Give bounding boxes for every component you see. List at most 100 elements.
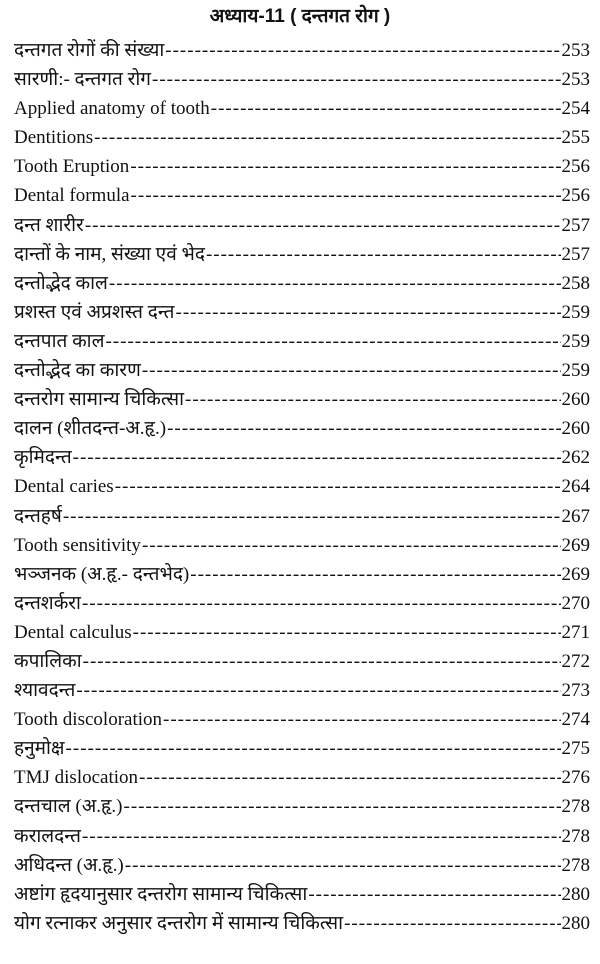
toc-entry: दन्तरोग सामान्य चिकित्सा 260 — [14, 385, 590, 414]
toc-entry-page: 274 — [561, 709, 591, 731]
dot-leader — [109, 269, 561, 298]
toc-entry: श्यावदन्त 273 — [14, 676, 590, 705]
toc-entry-label: Dental formula — [14, 185, 130, 207]
toc-entry: Dental caries 264 — [14, 472, 590, 501]
toc-entry-label: सारणी:- दन्तगत रोग — [14, 69, 151, 91]
toc-entry-page: 278 — [561, 854, 591, 876]
toc-entry-label: Tooth sensitivity — [14, 534, 141, 556]
dot-leader — [131, 181, 561, 210]
dot-leader — [142, 356, 561, 385]
toc-entry-page: 272 — [561, 650, 591, 672]
toc-entry: सारणी:- दन्तगत रोग 253 — [14, 65, 590, 94]
toc-entry-page: 280 — [561, 912, 591, 934]
toc-entry-page: 260 — [561, 418, 591, 440]
dot-leader — [133, 618, 561, 647]
toc-entry-page: 278 — [561, 825, 591, 847]
toc-entry: Applied anatomy of tooth 254 — [14, 94, 590, 123]
toc-entry-page: 254 — [561, 98, 591, 120]
toc-entry: भञ्जनक (अ.हृ.- दन्तभेद) 269 — [14, 560, 590, 589]
toc-entry-page: 264 — [561, 476, 591, 498]
toc-entry: हनुमोक्ष 275 — [14, 734, 590, 763]
toc-entry: दालन (शीतदन्त-अ.हृ.) 260 — [14, 414, 590, 443]
toc-entry-page: 269 — [561, 563, 591, 585]
toc-entry-label: योग रत्नाकर अनुसार दन्तरोग में सामान्य च… — [14, 912, 344, 934]
toc-entry-page: 269 — [561, 534, 591, 556]
dot-leader — [167, 414, 560, 443]
dot-leader — [124, 792, 561, 821]
dot-leader — [190, 560, 560, 589]
toc-entry-label: दन्तशर्करा — [14, 592, 81, 614]
toc-entry-page: 255 — [561, 127, 591, 149]
toc-entry: TMJ dislocation 276 — [14, 763, 590, 792]
dot-leader — [344, 909, 560, 938]
dot-leader — [130, 152, 560, 181]
toc-entry-page: 256 — [561, 185, 591, 207]
dot-leader — [206, 240, 561, 269]
toc-entry-label: दन्तचाल (अ.हृ.) — [14, 796, 123, 818]
toc-entry-page: 260 — [561, 389, 591, 411]
toc-entry-label: दन्तोद्भेद काल — [14, 272, 108, 294]
toc-entry-page: 258 — [561, 272, 591, 294]
toc-entry-label: दन्तोद्भेद का कारण — [14, 360, 141, 382]
toc-entry-page: 267 — [561, 505, 591, 527]
dot-leader — [66, 734, 561, 763]
toc-entry: दान्तों के नाम, संख्या एवं भेद 257 — [14, 240, 590, 269]
toc-entry: Tooth Eruption 256 — [14, 152, 590, 181]
toc-entry-page: 259 — [561, 301, 591, 323]
dot-leader — [76, 676, 560, 705]
toc-entry-page: 278 — [561, 796, 591, 818]
toc-entry-label: Applied anatomy of tooth — [14, 98, 210, 120]
toc-entry-label: Tooth discoloration — [14, 709, 163, 731]
toc-entry-label: दन्तगत रोगों की संख्या — [14, 40, 165, 61]
toc-entry-page: 257 — [561, 214, 591, 236]
dot-leader — [83, 647, 561, 676]
dot-leader — [142, 531, 561, 560]
toc-entry: दन्तहर्ष 267 — [14, 502, 590, 531]
toc-entry-label: Tooth Eruption — [14, 156, 130, 178]
toc-entry-label: Dental caries — [14, 476, 114, 498]
toc-entry: कपालिका 272 — [14, 647, 590, 676]
chapter-title: अध्याय-11 ( दन्तगत रोग ) — [209, 6, 391, 27]
toc-entry: योग रत्नाकर अनुसार दन्तरोग में सामान्य च… — [14, 909, 590, 938]
toc-entry-page: 259 — [561, 330, 591, 352]
toc-entry: Tooth sensitivity 269 — [14, 531, 590, 560]
toc-entry-label: प्रशस्त एवं अप्रशस्त दन्त — [14, 301, 175, 323]
toc-entry: Dental calculus 271 — [14, 618, 590, 647]
toc-entry: दन्तशर्करा 270 — [14, 589, 590, 618]
dot-leader — [73, 443, 561, 472]
toc-entry-label: दन्तरोग सामान्य चिकित्सा — [14, 389, 185, 411]
toc-entry: कृमिदन्त 262 — [14, 443, 590, 472]
toc-entry-label: Dental calculus — [14, 621, 132, 643]
dot-leader — [185, 385, 560, 414]
dot-leader — [115, 472, 561, 501]
toc-entry-label: दान्तों के नाम, संख्या एवं भेद — [14, 243, 205, 265]
toc-entry: Dental formula 256 — [14, 181, 590, 210]
toc-entry-label: हनुमोक्ष — [14, 738, 65, 760]
dot-leader — [63, 502, 561, 531]
toc-entry: प्रशस्त एवं अप्रशस्त दन्त 259 — [14, 298, 590, 327]
dot-leader — [163, 705, 560, 734]
toc-entry: अष्टांग हृदयानुसार दन्तरोग सामान्य चिकित… — [14, 880, 590, 909]
toc-entry-page: 270 — [561, 592, 591, 614]
toc-entry-page: 262 — [561, 447, 591, 469]
dot-leader — [105, 327, 560, 356]
toc-entry: दन्तपात काल 259 — [14, 327, 590, 356]
dot-leader — [82, 589, 561, 618]
toc-entry-label: कपालिका — [14, 650, 82, 672]
dot-leader — [308, 880, 560, 909]
dot-leader — [152, 65, 561, 94]
toc-entry-label: अधिदन्त (अ.हृ.) — [14, 854, 124, 876]
toc-entry: दन्त शारीर 257 — [14, 211, 590, 240]
toc-entry: दन्तोद्भेद काल 258 — [14, 269, 590, 298]
toc-entry-label: अष्टांग हृदयानुसार दन्तरोग सामान्य चिकित… — [14, 883, 308, 905]
toc-entry-page: 259 — [561, 360, 591, 382]
toc-entry: करालदन्त 278 — [14, 822, 590, 851]
dot-leader — [82, 822, 561, 851]
toc-entry: दन्तगत रोगों की संख्या 253 — [14, 36, 590, 65]
toc-entry-page: 257 — [561, 243, 591, 265]
toc-entry: अधिदन्त (अ.हृ.) 278 — [14, 851, 590, 880]
dot-leader — [94, 123, 560, 152]
dot-leader — [176, 298, 561, 327]
toc-entry-page: 256 — [561, 156, 591, 178]
